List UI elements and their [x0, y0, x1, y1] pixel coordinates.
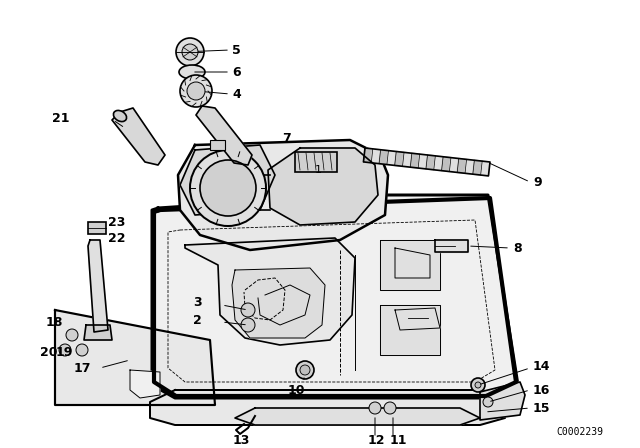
Polygon shape	[473, 160, 482, 175]
Text: 1: 1	[315, 165, 322, 175]
Polygon shape	[112, 108, 165, 165]
Circle shape	[176, 38, 204, 66]
Polygon shape	[480, 382, 525, 420]
Circle shape	[66, 329, 78, 341]
Polygon shape	[380, 305, 440, 355]
Text: 22: 22	[108, 232, 125, 245]
Text: 12: 12	[368, 434, 385, 447]
Text: 8: 8	[513, 241, 522, 254]
Polygon shape	[387, 151, 396, 165]
Text: 3: 3	[193, 297, 202, 310]
Circle shape	[369, 402, 381, 414]
Polygon shape	[364, 148, 373, 163]
Polygon shape	[403, 152, 412, 167]
Polygon shape	[395, 151, 404, 166]
Text: 4: 4	[232, 87, 241, 100]
Polygon shape	[380, 240, 440, 290]
Circle shape	[384, 402, 396, 414]
Polygon shape	[435, 240, 468, 252]
Polygon shape	[84, 325, 112, 340]
Circle shape	[475, 382, 481, 388]
Polygon shape	[196, 106, 252, 165]
Circle shape	[241, 303, 255, 317]
Polygon shape	[178, 140, 388, 250]
Circle shape	[180, 75, 212, 107]
Text: 7: 7	[282, 132, 291, 145]
Polygon shape	[235, 408, 480, 425]
Text: 6: 6	[232, 65, 241, 78]
Polygon shape	[232, 268, 325, 338]
Text: 9: 9	[533, 176, 541, 189]
Polygon shape	[418, 154, 428, 169]
Polygon shape	[180, 145, 275, 215]
Ellipse shape	[179, 65, 205, 79]
Polygon shape	[130, 370, 160, 398]
Text: 5: 5	[232, 43, 241, 56]
Text: 2: 2	[193, 314, 202, 327]
Polygon shape	[457, 159, 467, 173]
Circle shape	[241, 318, 255, 332]
Text: 14: 14	[533, 361, 550, 374]
Circle shape	[471, 378, 485, 392]
Polygon shape	[185, 238, 355, 345]
Circle shape	[200, 160, 256, 216]
Polygon shape	[434, 156, 443, 171]
Polygon shape	[410, 153, 420, 168]
Polygon shape	[426, 155, 435, 170]
Polygon shape	[268, 148, 378, 225]
Circle shape	[483, 397, 493, 407]
Circle shape	[300, 365, 310, 375]
Text: 19: 19	[56, 345, 74, 358]
Text: 11: 11	[390, 434, 408, 447]
Polygon shape	[481, 161, 490, 176]
Circle shape	[190, 150, 266, 226]
Polygon shape	[88, 240, 108, 332]
Polygon shape	[442, 157, 451, 172]
Text: 15: 15	[533, 401, 550, 414]
Polygon shape	[371, 149, 381, 164]
Polygon shape	[449, 158, 459, 172]
Circle shape	[182, 44, 198, 60]
Text: 10: 10	[288, 383, 305, 396]
Text: 18: 18	[46, 315, 63, 328]
Circle shape	[76, 344, 88, 356]
Polygon shape	[395, 308, 440, 330]
Text: 20: 20	[40, 345, 58, 358]
Circle shape	[187, 82, 205, 100]
FancyBboxPatch shape	[210, 140, 225, 150]
FancyBboxPatch shape	[88, 222, 106, 234]
Polygon shape	[55, 310, 215, 405]
Polygon shape	[379, 150, 388, 164]
Text: 17: 17	[74, 362, 92, 375]
Text: 16: 16	[533, 383, 550, 396]
Text: 21: 21	[52, 112, 70, 125]
Polygon shape	[465, 159, 474, 174]
Text: C0002239: C0002239	[557, 427, 604, 437]
Circle shape	[296, 361, 314, 379]
Ellipse shape	[113, 111, 127, 121]
Polygon shape	[150, 390, 505, 425]
Text: 13: 13	[233, 434, 250, 447]
FancyBboxPatch shape	[295, 152, 337, 172]
Circle shape	[59, 344, 71, 356]
Polygon shape	[152, 195, 518, 398]
Text: 23: 23	[108, 215, 125, 228]
